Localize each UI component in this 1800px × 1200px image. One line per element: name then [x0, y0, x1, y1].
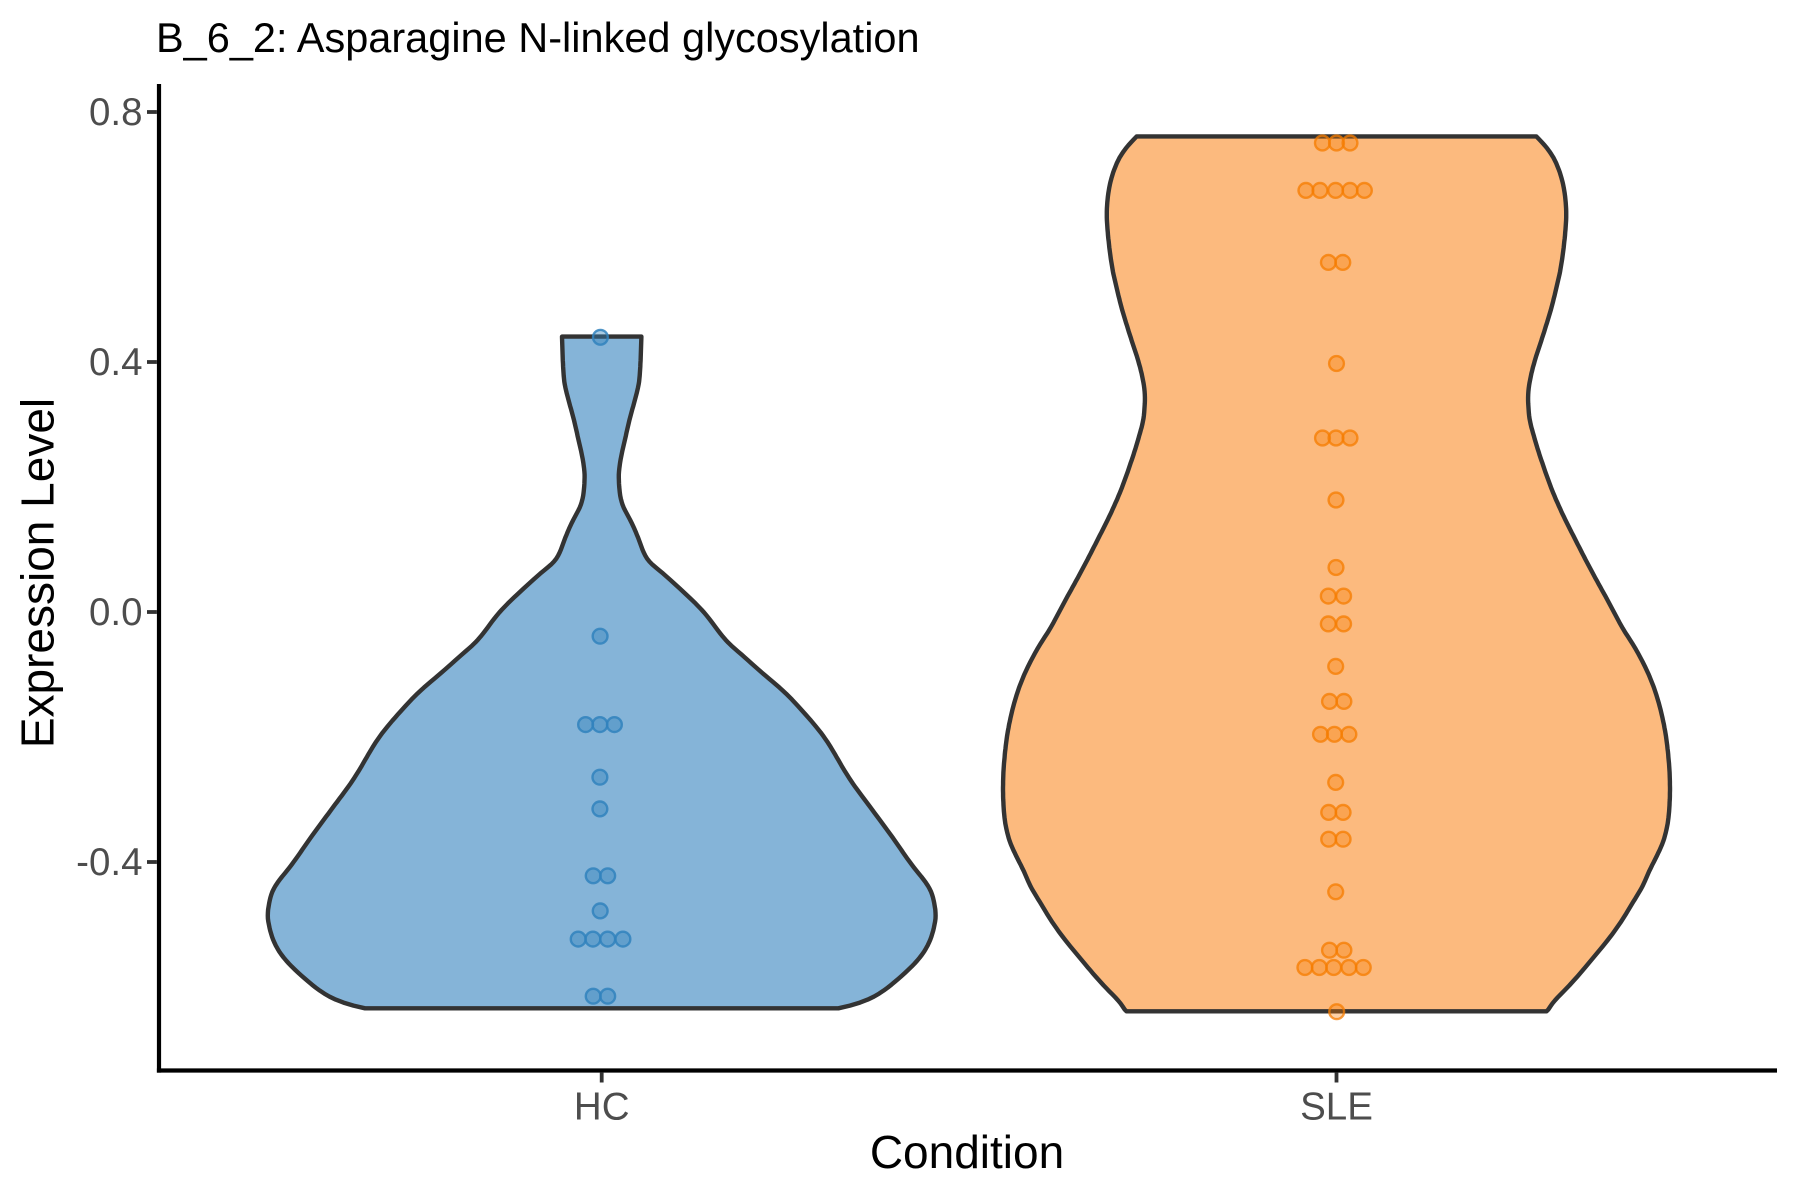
svg-text:B_6_2: Asparagine N-linked gly: B_6_2: Asparagine N-linked glycosylation [156, 14, 920, 61]
svg-text:HC: HC [574, 1086, 630, 1129]
svg-text:-0.4: -0.4 [76, 841, 142, 884]
svg-text:0.0: 0.0 [89, 591, 143, 634]
svg-text:SLE: SLE [1300, 1086, 1373, 1129]
svg-text:Expression Level: Expression Level [12, 398, 64, 748]
svg-text:0.4: 0.4 [89, 341, 143, 384]
svg-text:Condition: Condition [870, 1126, 1064, 1178]
svg-text:0.8: 0.8 [89, 91, 143, 134]
